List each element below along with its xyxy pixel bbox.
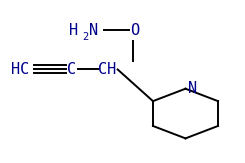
Text: C: C (67, 62, 76, 77)
Text: HC: HC (11, 62, 29, 77)
Text: O: O (130, 23, 139, 38)
Text: N: N (188, 81, 197, 96)
Text: N: N (89, 23, 98, 38)
Text: CH: CH (98, 62, 117, 77)
Text: 2: 2 (82, 32, 88, 42)
Text: H: H (69, 23, 78, 38)
